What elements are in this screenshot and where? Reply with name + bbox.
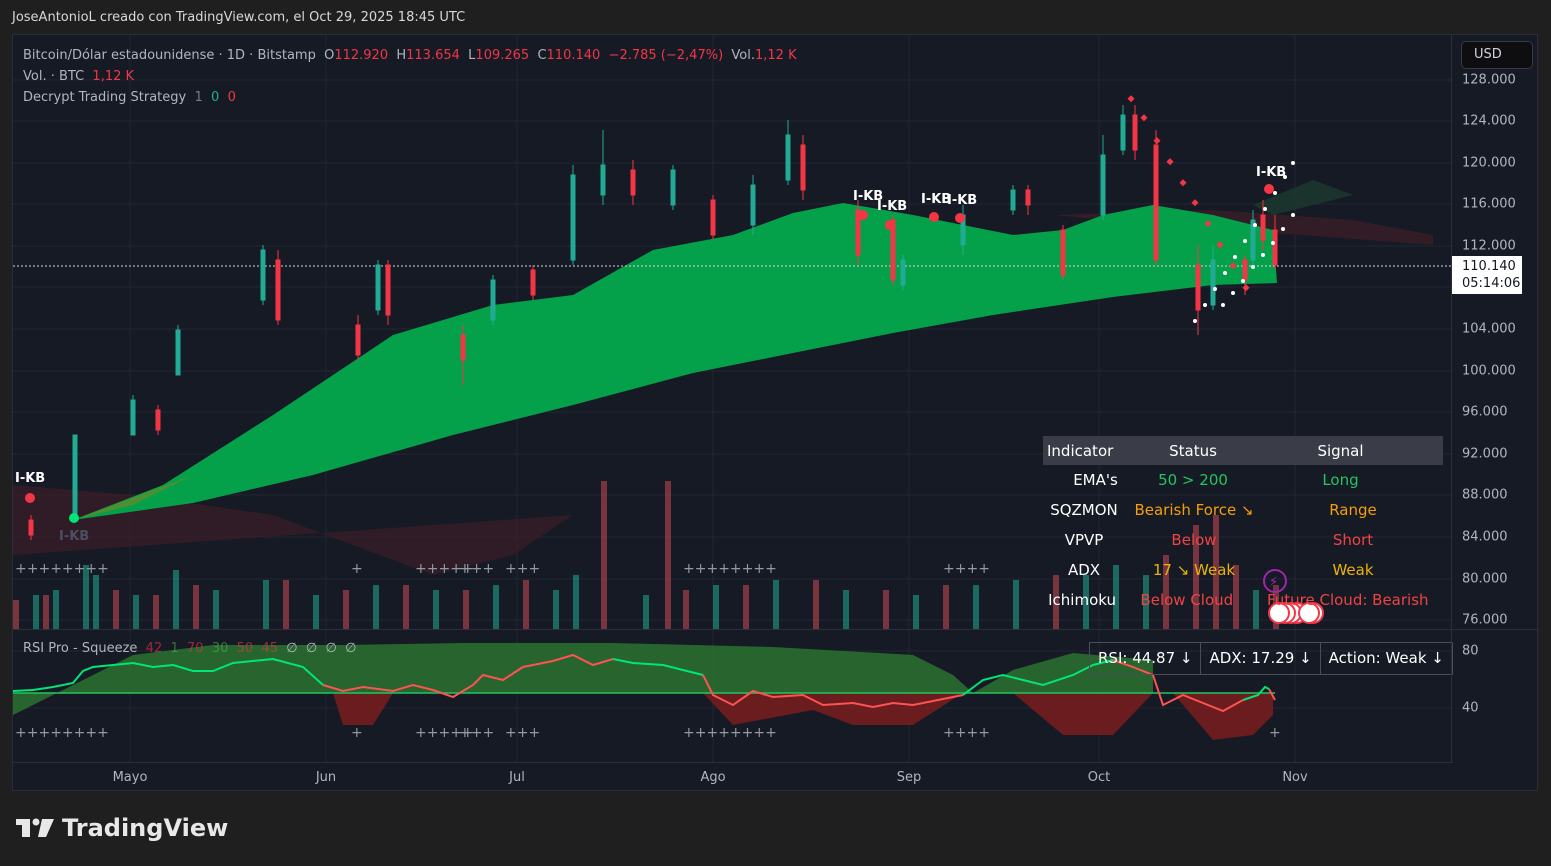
- volume-value: 1,12 K: [755, 48, 797, 63]
- rsi-stats-box: RSI: 44.87 ↓ ADX: 17.29 ↓ Action: Weak ↓: [1089, 642, 1453, 675]
- pane-separator[interactable]: [13, 629, 1539, 630]
- svg-text:+++: +++: [459, 725, 494, 741]
- svg-text:++++++++: ++++++++: [15, 561, 109, 577]
- strategy-indicator-row[interactable]: Decrypt Trading Strategy 1 0 0: [23, 90, 236, 105]
- ikb-label: I-KB: [877, 199, 908, 214]
- tradingview-logo-icon: [16, 818, 54, 837]
- svg-text:+++: +++: [505, 725, 540, 741]
- low-value: 109.265: [475, 48, 530, 63]
- svg-text:++++: ++++: [943, 725, 990, 741]
- high-value: 113.654: [406, 48, 460, 63]
- svg-text:+++: +++: [505, 561, 540, 577]
- svg-text:+: +: [351, 725, 363, 741]
- chart-legend: Bitcoin/Dólar estadounidense · 1D · Bits…: [23, 45, 797, 108]
- close-value: 110.140: [546, 48, 601, 63]
- signal-table: Indicator Status Signal EMA's 50 > 200 L…: [1043, 436, 1443, 615]
- svg-text:+++: +++: [459, 561, 494, 577]
- ikb-label: I-KB: [853, 189, 884, 204]
- ikb-label: I-KB: [59, 529, 90, 544]
- price-chart-canvas[interactable]: ++++++++ + ++++++++ +++ ++++++++ ++++ +++++++…: [13, 35, 1539, 792]
- signal-row-adx: ADX 17 ↘ Weak Weak: [1067, 561, 1374, 579]
- svg-text:++++: ++++: [943, 561, 990, 577]
- ikb-label: I-KB: [15, 471, 46, 486]
- signal-row-ema: EMA's 50 > 200 Long: [1073, 471, 1359, 489]
- last-price-tag: 110.140 05:14:06: [1452, 256, 1522, 294]
- svg-text:++++++++: ++++++++: [683, 725, 777, 741]
- ohlc-row[interactable]: Bitcoin/Dólar estadounidense · 1D · Bits…: [23, 48, 797, 63]
- svg-text:+++++: +++++: [415, 561, 474, 577]
- bar-countdown: 05:14:06: [1462, 276, 1521, 291]
- svg-text:+++++: +++++: [415, 725, 474, 741]
- chart-frame[interactable]: ++++++++ + +++++ +++ +++ ++++++++ ++++ +++++++…: [12, 34, 1539, 792]
- chart-credit: JoseAntonioL creado con TradingView.com,…: [12, 10, 466, 25]
- ikb-label: I-KB: [921, 192, 952, 207]
- currency-button[interactable]: USD: [1461, 41, 1533, 69]
- symbol-title[interactable]: Bitcoin/Dólar estadounidense · 1D · Bits…: [23, 48, 316, 63]
- tradingview-logo[interactable]: TradingView: [16, 814, 228, 842]
- signal-row-sqzmon: SQZMON Bearish Force ↘ Range: [1050, 501, 1377, 519]
- price-axis[interactable]: USD 128.000 124.000 120.000 116.000 112.…: [1451, 35, 1537, 762]
- rsi-indicator-legend[interactable]: RSI Pro - Squeeze 42 1 70 30 50 45 ∅ ∅ ∅…: [23, 641, 357, 656]
- signal-table-header: Indicator Status Signal: [1043, 436, 1443, 465]
- svg-text:++++++++: ++++++++: [683, 561, 777, 577]
- open-value: 112.920: [334, 48, 389, 63]
- rsi-value: RSI: 44.87 ↓: [1090, 643, 1202, 674]
- change-value: −2.785 (−2,47%): [608, 48, 724, 63]
- ikb-label: I-KB: [1256, 165, 1287, 180]
- svg-text:+: +: [351, 561, 363, 577]
- time-axis[interactable]: Mayo Jun Jul Ago Sep Oct Nov: [13, 762, 1453, 792]
- signal-row-ichimoku: Ichimoku Below Cloud Future Cloud: Beari…: [1048, 591, 1429, 609]
- ikb-label: I-KB: [947, 193, 978, 208]
- adx-value: ADX: 17.29 ↓: [1201, 643, 1321, 674]
- svg-text:⚡: ⚡: [1269, 575, 1278, 590]
- action-value: Action: Weak ↓: [1328, 649, 1444, 667]
- svg-text:+: +: [1269, 725, 1281, 741]
- signal-row-vpvp: VPVP Below Short: [1064, 531, 1374, 549]
- volume-indicator-row[interactable]: Vol. · BTC 1,12 K: [23, 69, 135, 84]
- svg-text:++++++++: ++++++++: [15, 725, 109, 741]
